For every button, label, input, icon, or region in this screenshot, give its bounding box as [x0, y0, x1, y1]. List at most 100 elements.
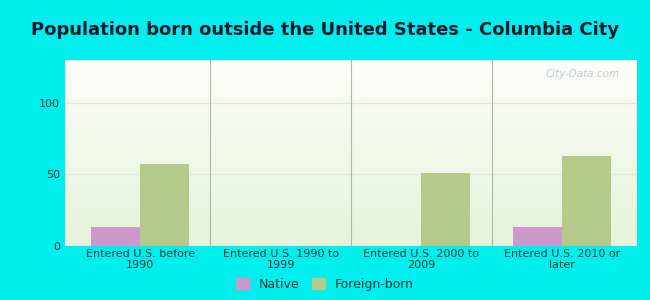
Bar	[65, 100, 637, 101]
Bar	[65, 230, 637, 231]
Bar	[65, 102, 637, 103]
Bar	[65, 164, 637, 165]
Bar	[65, 120, 637, 121]
Bar	[65, 75, 637, 76]
Bar	[65, 190, 637, 191]
Bar	[65, 244, 637, 245]
Bar	[65, 206, 637, 207]
Bar	[65, 83, 637, 84]
Bar	[65, 117, 637, 118]
Bar	[65, 232, 637, 233]
Bar	[65, 231, 637, 232]
Bar	[65, 195, 637, 196]
Bar	[65, 68, 637, 69]
Bar	[65, 205, 637, 206]
Bar	[65, 172, 637, 173]
Bar	[65, 184, 637, 185]
Bar	[65, 185, 637, 186]
Bar	[65, 170, 637, 171]
Bar	[65, 98, 637, 99]
Bar	[65, 194, 637, 195]
Bar	[65, 215, 637, 216]
Bar	[65, 96, 637, 97]
Bar	[65, 222, 637, 223]
Bar	[65, 135, 637, 136]
Bar	[65, 79, 637, 80]
Bar	[65, 166, 637, 167]
Bar	[65, 97, 637, 98]
Bar	[65, 211, 637, 212]
Bar	[65, 198, 637, 199]
Bar	[65, 126, 637, 127]
Bar	[65, 242, 637, 243]
Bar	[65, 141, 637, 142]
Bar	[65, 224, 637, 225]
Bar	[65, 177, 637, 178]
Bar	[65, 62, 637, 63]
Bar	[65, 221, 637, 222]
Bar	[65, 240, 637, 241]
Bar	[65, 165, 637, 166]
Bar	[65, 76, 637, 77]
Bar	[65, 132, 637, 133]
Bar	[65, 187, 637, 188]
Bar	[65, 193, 637, 194]
Bar	[65, 65, 637, 66]
Bar	[65, 86, 637, 87]
Bar	[65, 201, 637, 202]
Bar	[65, 207, 637, 208]
Bar	[65, 92, 637, 93]
Bar	[65, 118, 637, 119]
Bar	[65, 236, 637, 237]
Bar	[65, 234, 637, 235]
Bar	[65, 101, 637, 102]
Bar	[65, 119, 637, 120]
Bar	[65, 78, 637, 79]
Legend: Native, Foreign-born: Native, Foreign-born	[237, 278, 413, 291]
Bar	[65, 200, 637, 201]
Bar	[65, 125, 637, 126]
Bar	[65, 162, 637, 163]
Bar	[65, 150, 637, 151]
Bar	[65, 84, 637, 85]
Bar	[65, 202, 637, 203]
Bar	[65, 168, 637, 169]
Bar	[65, 93, 637, 94]
Bar	[65, 225, 637, 226]
Text: Population born outside the United States - Columbia City: Population born outside the United State…	[31, 21, 619, 39]
Bar	[65, 228, 637, 229]
Bar	[65, 152, 637, 153]
Bar	[65, 136, 637, 137]
Bar	[65, 243, 637, 244]
Bar	[65, 137, 637, 138]
Bar	[65, 220, 637, 221]
Bar	[65, 71, 637, 72]
Bar	[65, 70, 637, 71]
Bar	[65, 80, 637, 81]
Bar	[65, 210, 637, 211]
Bar	[65, 153, 637, 154]
Bar	[65, 143, 637, 144]
Bar	[65, 85, 637, 86]
Bar	[65, 173, 637, 174]
Bar	[65, 171, 637, 172]
Bar	[65, 133, 637, 134]
Bar	[65, 99, 637, 100]
Bar	[65, 85, 637, 86]
Bar	[65, 128, 637, 129]
Bar	[65, 180, 637, 181]
Bar	[65, 189, 637, 190]
Bar	[65, 233, 637, 234]
Bar	[65, 212, 637, 213]
Bar	[65, 217, 637, 218]
Bar	[65, 64, 637, 65]
Bar	[65, 157, 637, 158]
Bar	[65, 129, 637, 130]
Bar	[65, 238, 637, 239]
Bar	[65, 113, 637, 114]
Bar	[65, 106, 637, 107]
Bar	[65, 69, 637, 70]
Bar	[562, 156, 611, 246]
Bar	[65, 199, 637, 200]
Bar	[65, 82, 637, 83]
